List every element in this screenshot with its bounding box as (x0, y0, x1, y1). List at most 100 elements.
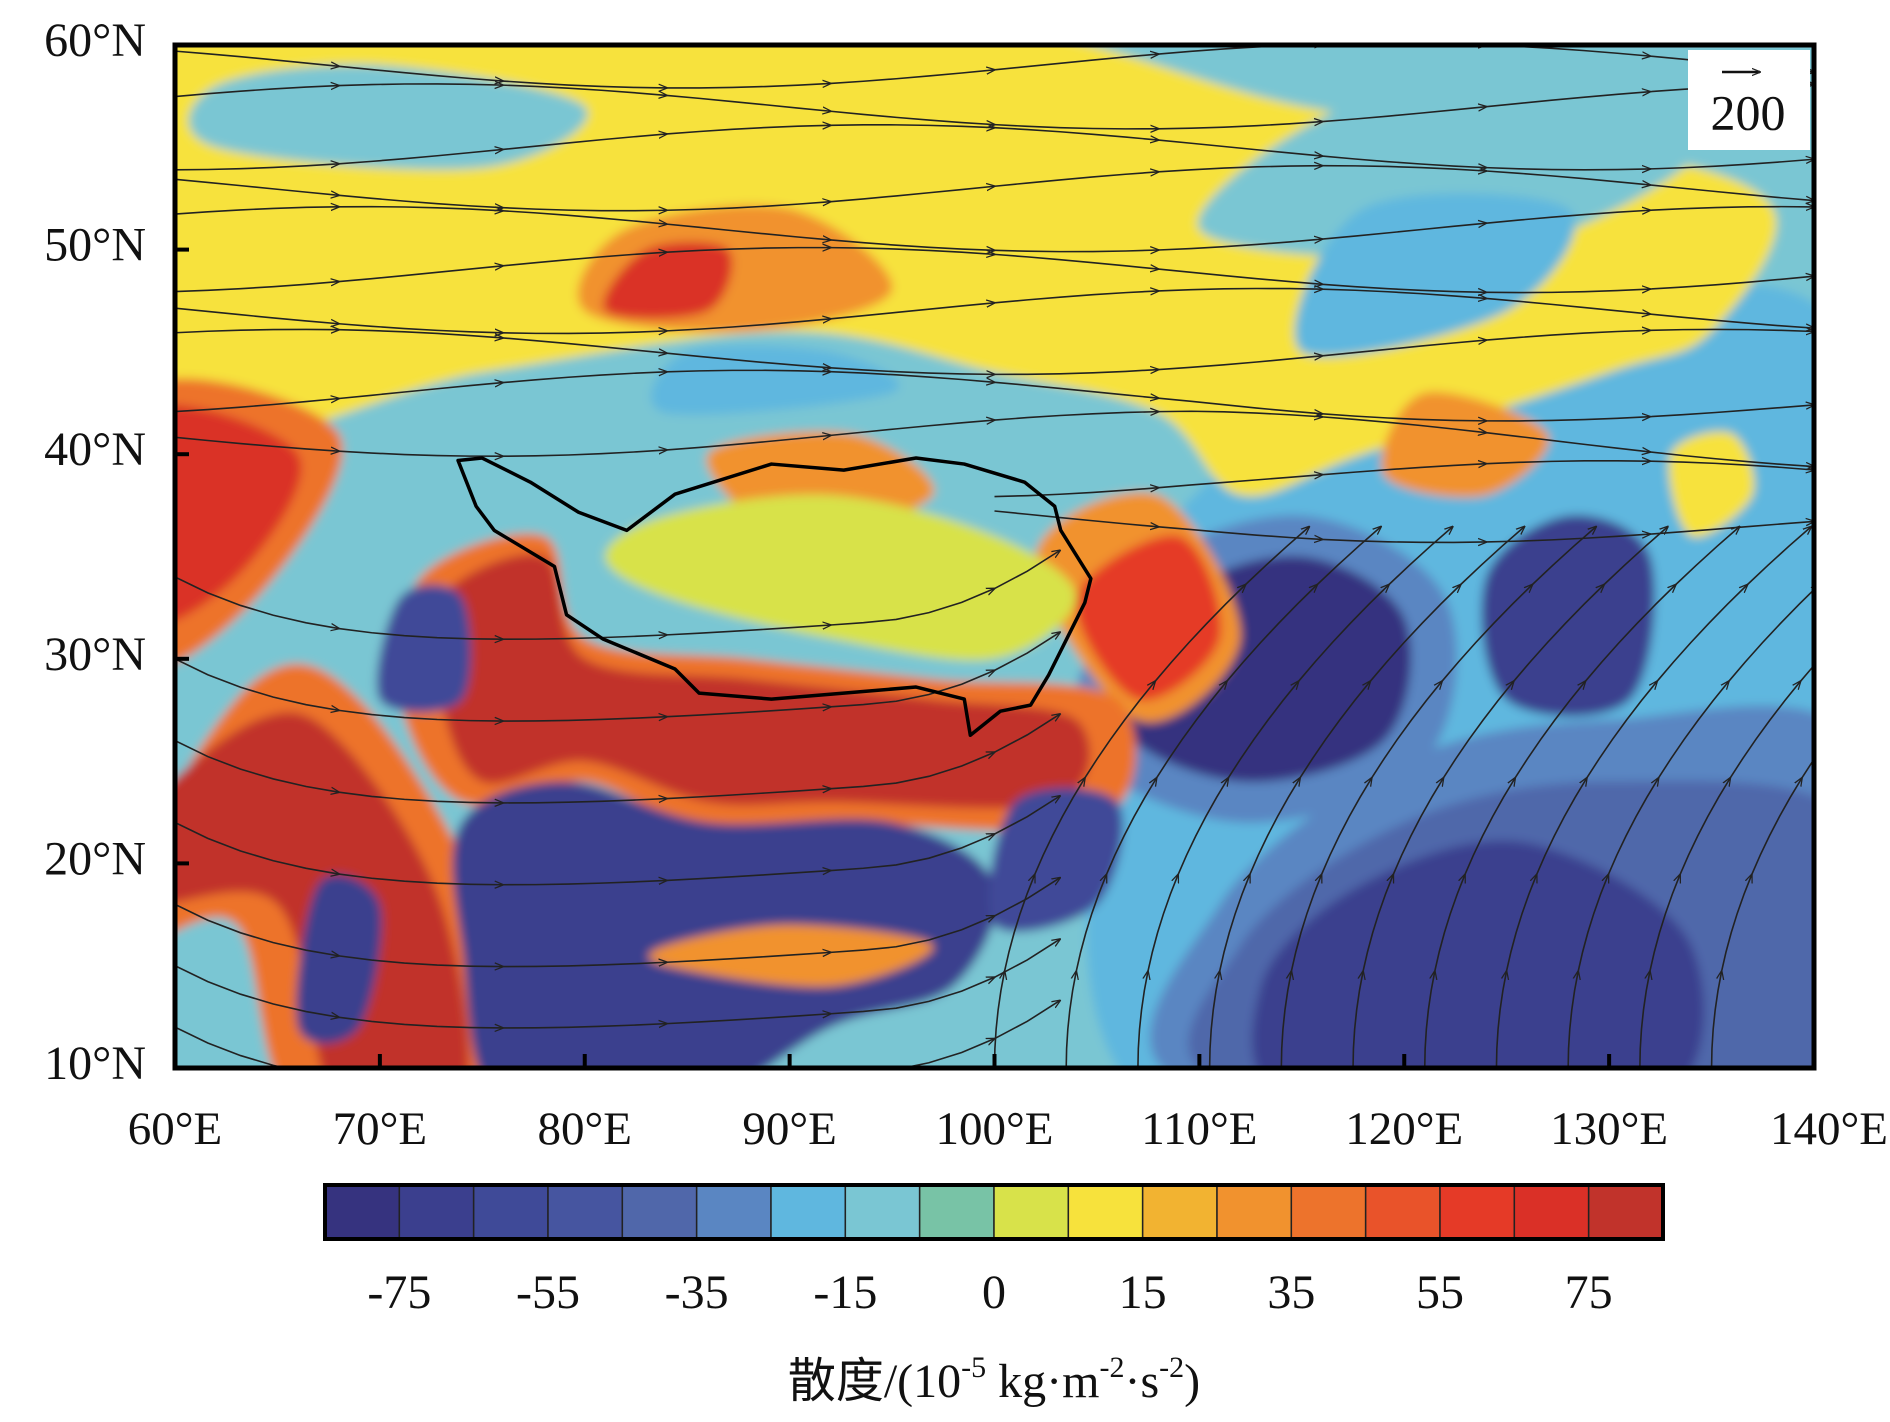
divergence-field (175, 45, 1814, 1068)
plateau-outline (456, 456, 1093, 738)
streamline (666, 871, 831, 882)
field-region (989, 787, 1123, 932)
streamline (502, 210, 667, 224)
streamline (1872, 585, 1890, 682)
streamline (830, 670, 995, 708)
colorbar-box (1364, 1184, 1441, 1240)
streamline (1819, 527, 1883, 585)
lat-label: 30°N (44, 628, 146, 681)
streamline (666, 952, 831, 964)
streamline (994, 1000, 1061, 1040)
colorbar-title-part: ·s (1125, 1355, 1160, 1408)
streamline (1679, 778, 1730, 875)
streamline (1486, 170, 1650, 185)
streamline (338, 266, 503, 283)
streamline (1244, 527, 1309, 586)
streamline (666, 707, 831, 718)
colorbar-title-part: -5 (961, 1351, 986, 1384)
streamline (175, 307, 339, 324)
colorbar-title: 散度/(10-5 kg·m-2·s-2) (788, 1351, 1200, 1408)
streamline (830, 834, 995, 872)
colorbar-title-part: -2 (1100, 1351, 1125, 1384)
streamline (175, 178, 339, 195)
streamline (1158, 356, 1322, 371)
streamline (1316, 527, 1381, 586)
streamline (1158, 288, 1322, 290)
streamline (1486, 92, 1650, 108)
streamline (1322, 283, 1486, 292)
colorbar-box (324, 1184, 401, 1240)
streamline (1137, 971, 1148, 1068)
streamline (666, 370, 831, 371)
colorbar-label: -75 (367, 1266, 431, 1319)
streamline (502, 799, 667, 804)
streamline (175, 164, 339, 171)
streamline (666, 83, 831, 89)
colorbar-label: -55 (516, 1266, 580, 1319)
colorbar-title-part: kg·m (986, 1355, 1099, 1408)
streamline (1158, 526, 1322, 540)
streamline (1033, 778, 1085, 875)
colorbar-box (918, 1184, 995, 1240)
streamline (1486, 289, 1650, 293)
streamline (1158, 410, 1322, 417)
streamline (1650, 276, 1814, 290)
streamline (338, 383, 503, 400)
streamline (1320, 778, 1371, 875)
streamline (1650, 460, 1814, 470)
streamline (1322, 413, 1486, 421)
streamline (1650, 313, 1814, 328)
colorbar-box (398, 1184, 475, 1240)
streamline (1147, 875, 1178, 972)
field-region (376, 584, 471, 713)
streamline (175, 329, 339, 332)
colorbar-title-part: ) (1184, 1355, 1200, 1408)
streamline (1392, 778, 1443, 875)
colorbar-box (1290, 1184, 1367, 1240)
streamline (1371, 681, 1442, 779)
colorbar-box (1141, 1184, 1218, 1240)
streamline (994, 370, 1159, 376)
streamline (994, 381, 1159, 398)
map-area (175, 45, 1890, 1068)
streamline (830, 977, 995, 1015)
field-region (1481, 515, 1655, 717)
streamline (1218, 875, 1250, 972)
streamline (175, 282, 339, 293)
streamline (175, 398, 339, 413)
streamline (1649, 875, 1680, 972)
field-region (1668, 431, 1755, 538)
streamline (1299, 681, 1370, 779)
field-region (452, 781, 997, 1068)
field-region (650, 345, 900, 415)
plateau-boundary (456, 456, 1093, 738)
streamline (1208, 971, 1220, 1068)
streamline (1290, 875, 1321, 972)
streamline (830, 125, 995, 128)
streamline (994, 253, 1159, 269)
streamline (1433, 875, 1465, 972)
streamline (1075, 875, 1106, 972)
streamline (502, 372, 667, 384)
streamline (1584, 585, 1675, 682)
streamline (1650, 184, 1814, 201)
lat-label: 60°N (44, 14, 146, 67)
lon-label: 90°E (742, 1103, 837, 1155)
streamline (994, 550, 1061, 590)
colorbar-box (770, 1184, 847, 1240)
field-region (175, 404, 302, 621)
streamline (666, 202, 831, 212)
streamline (1650, 405, 1814, 418)
streamline (175, 903, 339, 956)
streamline (994, 412, 1159, 421)
streamline (994, 54, 1159, 71)
streamline (1486, 431, 1650, 452)
field-region (1075, 535, 1222, 701)
streamline (502, 717, 667, 722)
streamline (1084, 681, 1155, 779)
colorbar-label: -15 (813, 1266, 877, 1319)
colorbar: -75 -55 -35 -15 0 15 35 55 75 (323, 1183, 1665, 1319)
streamline (666, 248, 831, 254)
streamline (1656, 585, 1747, 682)
